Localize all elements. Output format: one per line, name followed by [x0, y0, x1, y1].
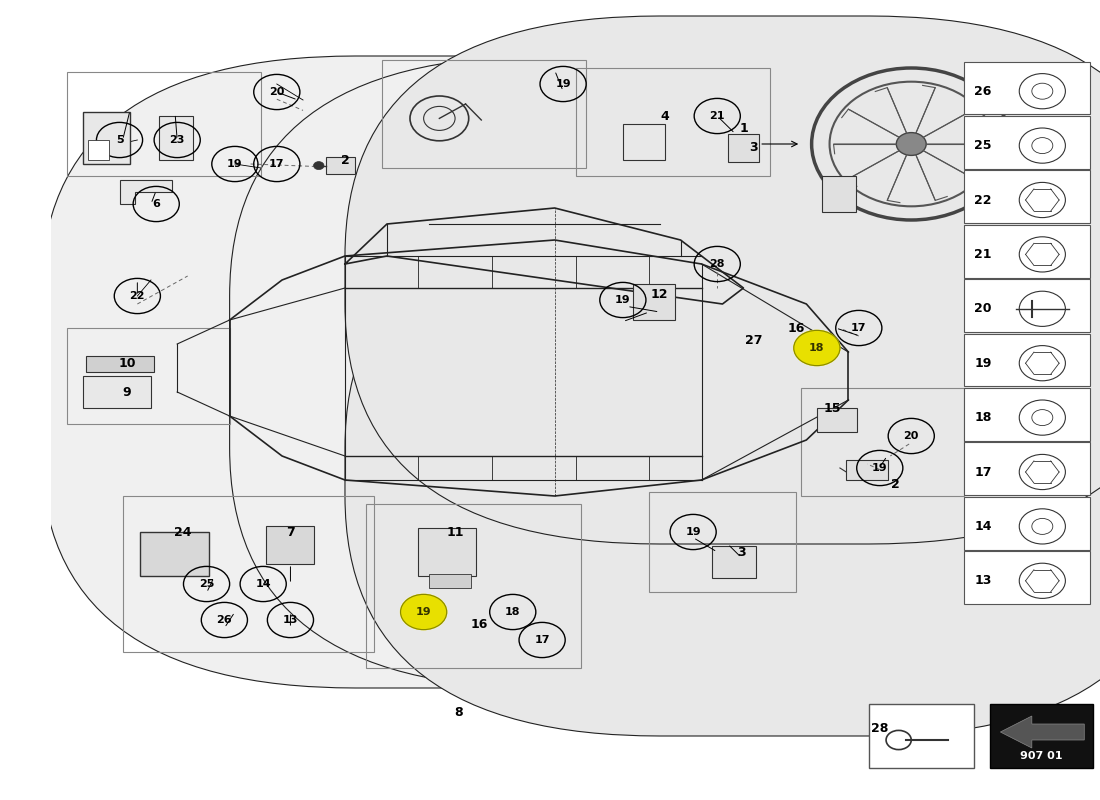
- Text: 19: 19: [872, 463, 888, 473]
- Text: 907 01: 907 01: [1020, 751, 1063, 761]
- Text: 10: 10: [118, 358, 135, 370]
- FancyBboxPatch shape: [822, 176, 856, 212]
- Text: 14: 14: [975, 520, 992, 533]
- Text: 20: 20: [975, 302, 992, 315]
- FancyBboxPatch shape: [230, 56, 1005, 688]
- Text: 17: 17: [270, 159, 285, 169]
- Polygon shape: [1000, 716, 1085, 748]
- Text: 18: 18: [975, 411, 991, 424]
- Text: 28: 28: [710, 259, 725, 269]
- FancyBboxPatch shape: [266, 526, 314, 564]
- Circle shape: [794, 330, 840, 366]
- Text: EUROSPARES: EUROSPARES: [58, 267, 673, 613]
- Text: 20: 20: [270, 87, 285, 97]
- FancyBboxPatch shape: [82, 112, 130, 164]
- FancyBboxPatch shape: [429, 574, 471, 588]
- Text: 3: 3: [737, 546, 746, 558]
- Text: 17: 17: [975, 466, 992, 478]
- Text: 19: 19: [975, 357, 991, 370]
- FancyBboxPatch shape: [964, 62, 1089, 114]
- Text: 26: 26: [217, 615, 232, 625]
- FancyBboxPatch shape: [817, 408, 857, 432]
- FancyBboxPatch shape: [964, 279, 1089, 332]
- FancyBboxPatch shape: [728, 134, 759, 162]
- Circle shape: [314, 162, 324, 170]
- Text: 27: 27: [745, 334, 762, 346]
- Text: 13: 13: [283, 615, 298, 625]
- Circle shape: [400, 594, 447, 630]
- Text: 2: 2: [341, 154, 350, 166]
- Text: 12: 12: [651, 288, 669, 301]
- Text: 19: 19: [556, 79, 571, 89]
- Text: 25: 25: [975, 139, 992, 152]
- Text: 21: 21: [710, 111, 725, 121]
- FancyBboxPatch shape: [964, 388, 1089, 441]
- FancyBboxPatch shape: [141, 532, 209, 576]
- Text: 19: 19: [615, 295, 630, 305]
- FancyBboxPatch shape: [634, 284, 675, 320]
- Text: 6: 6: [152, 199, 161, 209]
- Text: 1: 1: [739, 122, 748, 134]
- Text: 13: 13: [975, 574, 991, 587]
- Text: 9: 9: [122, 386, 131, 398]
- Text: 17: 17: [851, 323, 867, 333]
- FancyBboxPatch shape: [846, 460, 888, 480]
- FancyBboxPatch shape: [964, 170, 1089, 223]
- Text: 19: 19: [416, 607, 431, 617]
- FancyBboxPatch shape: [418, 528, 476, 576]
- Text: 15: 15: [824, 402, 842, 414]
- Text: a position in parts since 1985: a position in parts since 1985: [182, 434, 614, 654]
- Polygon shape: [120, 180, 172, 204]
- FancyBboxPatch shape: [712, 546, 756, 578]
- Text: 28: 28: [871, 722, 889, 734]
- FancyBboxPatch shape: [623, 124, 664, 160]
- Text: 17: 17: [535, 635, 550, 645]
- Text: 23: 23: [169, 135, 185, 145]
- FancyBboxPatch shape: [88, 140, 109, 160]
- FancyBboxPatch shape: [41, 56, 817, 688]
- FancyBboxPatch shape: [86, 356, 154, 372]
- FancyBboxPatch shape: [345, 208, 1100, 736]
- Text: 24: 24: [174, 526, 191, 538]
- FancyBboxPatch shape: [964, 225, 1089, 278]
- Text: 16: 16: [788, 322, 804, 334]
- FancyBboxPatch shape: [964, 442, 1089, 495]
- Text: 22: 22: [130, 291, 145, 301]
- Text: 18: 18: [810, 343, 825, 353]
- FancyBboxPatch shape: [964, 497, 1089, 550]
- Text: 26: 26: [975, 85, 991, 98]
- Text: 3: 3: [749, 141, 758, 154]
- Text: 16: 16: [471, 618, 488, 630]
- FancyBboxPatch shape: [345, 16, 1100, 544]
- FancyBboxPatch shape: [326, 157, 355, 174]
- FancyBboxPatch shape: [82, 376, 151, 408]
- Text: 11: 11: [447, 526, 464, 538]
- Text: 19: 19: [227, 159, 243, 169]
- Text: 25: 25: [199, 579, 214, 589]
- Text: 22: 22: [975, 194, 992, 206]
- Text: 4: 4: [660, 110, 669, 122]
- Text: 2: 2: [891, 478, 900, 490]
- Text: 20: 20: [903, 431, 918, 441]
- Text: 18: 18: [505, 607, 520, 617]
- FancyBboxPatch shape: [964, 334, 1089, 386]
- FancyBboxPatch shape: [869, 704, 975, 768]
- Text: 19: 19: [685, 527, 701, 537]
- Text: 21: 21: [975, 248, 992, 261]
- FancyBboxPatch shape: [964, 551, 1089, 604]
- Text: 7: 7: [286, 526, 295, 538]
- Text: 8: 8: [454, 706, 462, 718]
- Text: 5: 5: [116, 135, 123, 145]
- Circle shape: [896, 133, 926, 155]
- FancyBboxPatch shape: [160, 116, 192, 160]
- Text: 14: 14: [255, 579, 271, 589]
- FancyBboxPatch shape: [964, 116, 1089, 169]
- FancyBboxPatch shape: [990, 704, 1092, 768]
